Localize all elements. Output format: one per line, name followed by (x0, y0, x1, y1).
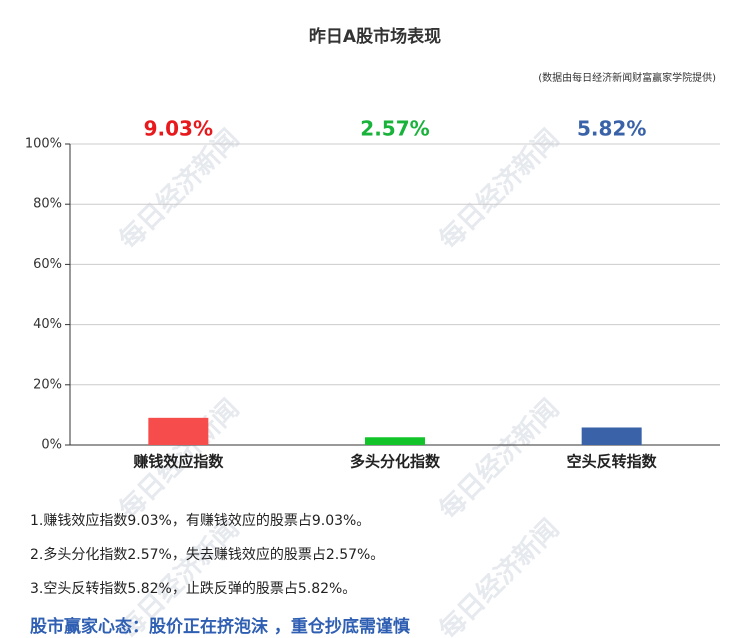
note: 1.赚钱效应指数9.03%，有赚钱效应的股票占9.03%。 (30, 512, 370, 529)
y-tick-label: 80% (33, 197, 62, 212)
x-tick-label: 空头反转指数 (567, 453, 658, 471)
bar (581, 427, 642, 445)
y-tick-label: 100% (25, 137, 62, 152)
y-tick-label: 0% (41, 438, 62, 453)
note: 2.多头分化指数2.57%，失去赚钱效应的股票占2.57%。 (30, 546, 384, 563)
x-tick-label: 多头分化指数 (350, 453, 441, 471)
bar (148, 417, 209, 445)
note: 3.空头反转指数5.82%，止跌反弹的股票占5.82%。 (30, 581, 356, 597)
summary: 股市赢家心态：股价正在挤泡沫 ，重仓抄底需谨慎 (30, 616, 410, 637)
watermark: 每日经济新闻 (113, 123, 245, 255)
y-tick-label: 20% (33, 377, 62, 392)
x-tick-label: 赚钱效应指数 (132, 453, 224, 471)
bar (365, 437, 425, 445)
y-tick-label: 60% (33, 257, 62, 272)
watermark: 每日经济新闻 (433, 513, 565, 638)
chart-subtitle: (数据由每日经济新闻财富赢家学院提供) (538, 71, 716, 84)
value-label: 2.57% (360, 117, 429, 141)
chart-title: 昨日A股市场表现 (309, 26, 441, 47)
y-tick-label: 40% (33, 317, 62, 332)
watermark: 每日经济新闻 (433, 123, 565, 255)
value-label: 5.82% (577, 117, 646, 141)
value-label: 9.03% (144, 117, 213, 141)
watermark: 每日经济新闻 (433, 393, 565, 525)
